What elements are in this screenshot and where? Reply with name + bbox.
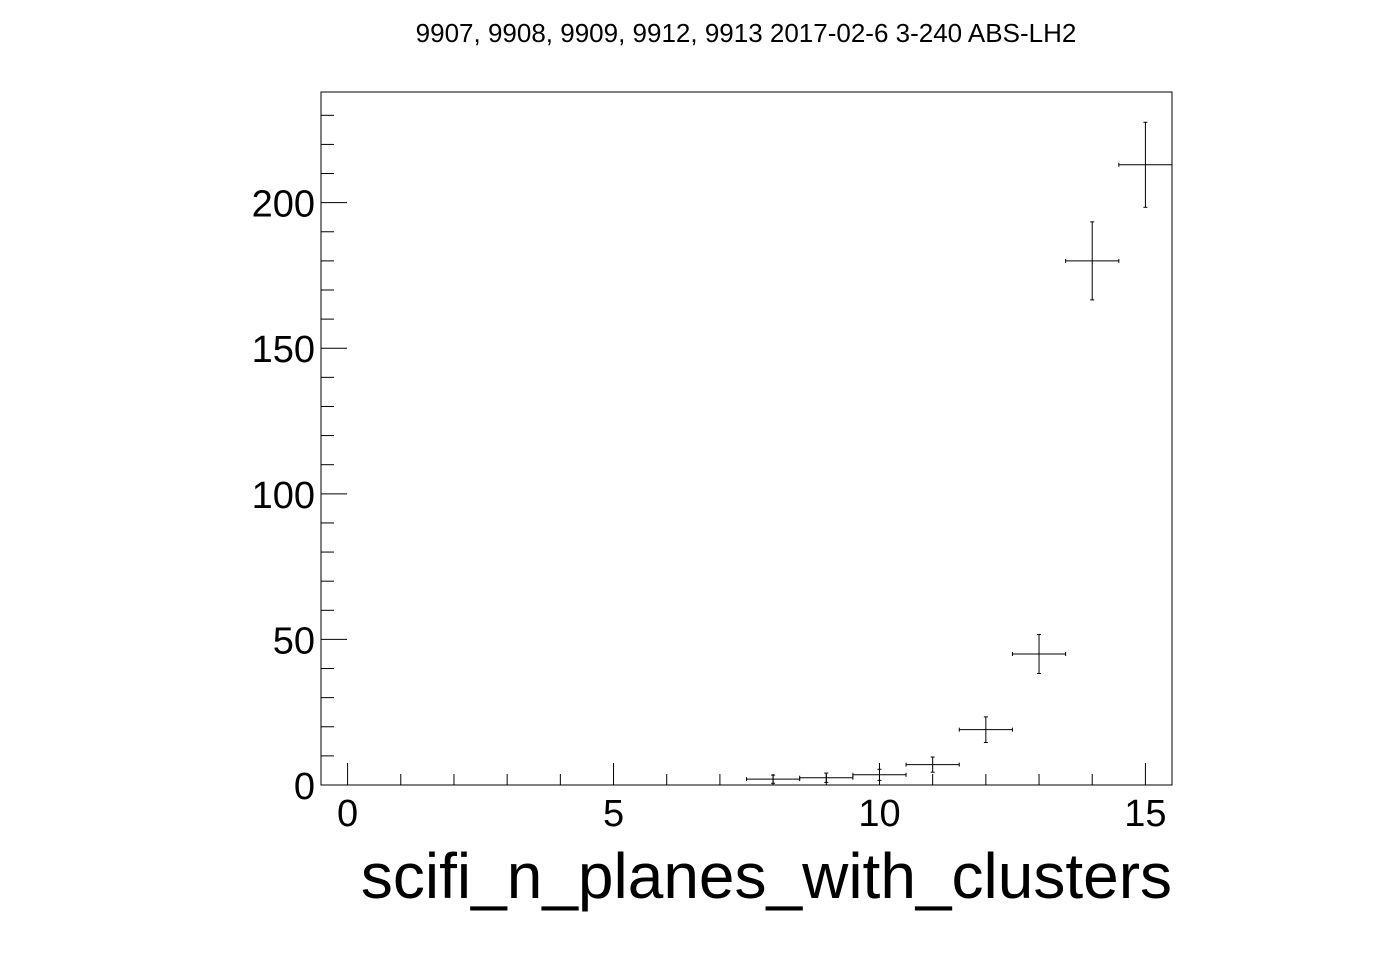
y-tick-label: 50	[273, 620, 315, 662]
x-axis-label: scifi_n_planes_with_clusters	[361, 840, 1172, 912]
data-point	[746, 774, 801, 784]
data-points	[746, 121, 1173, 784]
y-tick-label: 100	[252, 475, 315, 517]
x-tick-label: 0	[337, 793, 358, 835]
data-point	[905, 756, 960, 773]
y-tick-label: 150	[252, 329, 315, 371]
chart-title: 9907, 9908, 9909, 9912, 9913 2017-02-6 3…	[416, 18, 1077, 48]
data-point	[1118, 121, 1173, 208]
data-point	[799, 772, 854, 783]
data-point	[852, 768, 907, 781]
axis-ticks	[321, 114, 1146, 786]
y-tick-labels: 0 50 100 150 200	[252, 184, 315, 808]
data-point	[1065, 221, 1120, 301]
data-point	[1011, 633, 1067, 674]
x-tick-labels: 0 5 10 15	[337, 793, 1167, 835]
plot-frame	[320, 91, 1173, 786]
axes	[320, 91, 1173, 786]
x-tick-label: 10	[858, 793, 900, 835]
x-tick-label: 5	[603, 793, 624, 835]
data-point	[958, 716, 1013, 743]
y-tick-label: 0	[294, 766, 315, 808]
y-tick-label: 200	[252, 184, 315, 226]
x-tick-label: 15	[1124, 793, 1166, 835]
